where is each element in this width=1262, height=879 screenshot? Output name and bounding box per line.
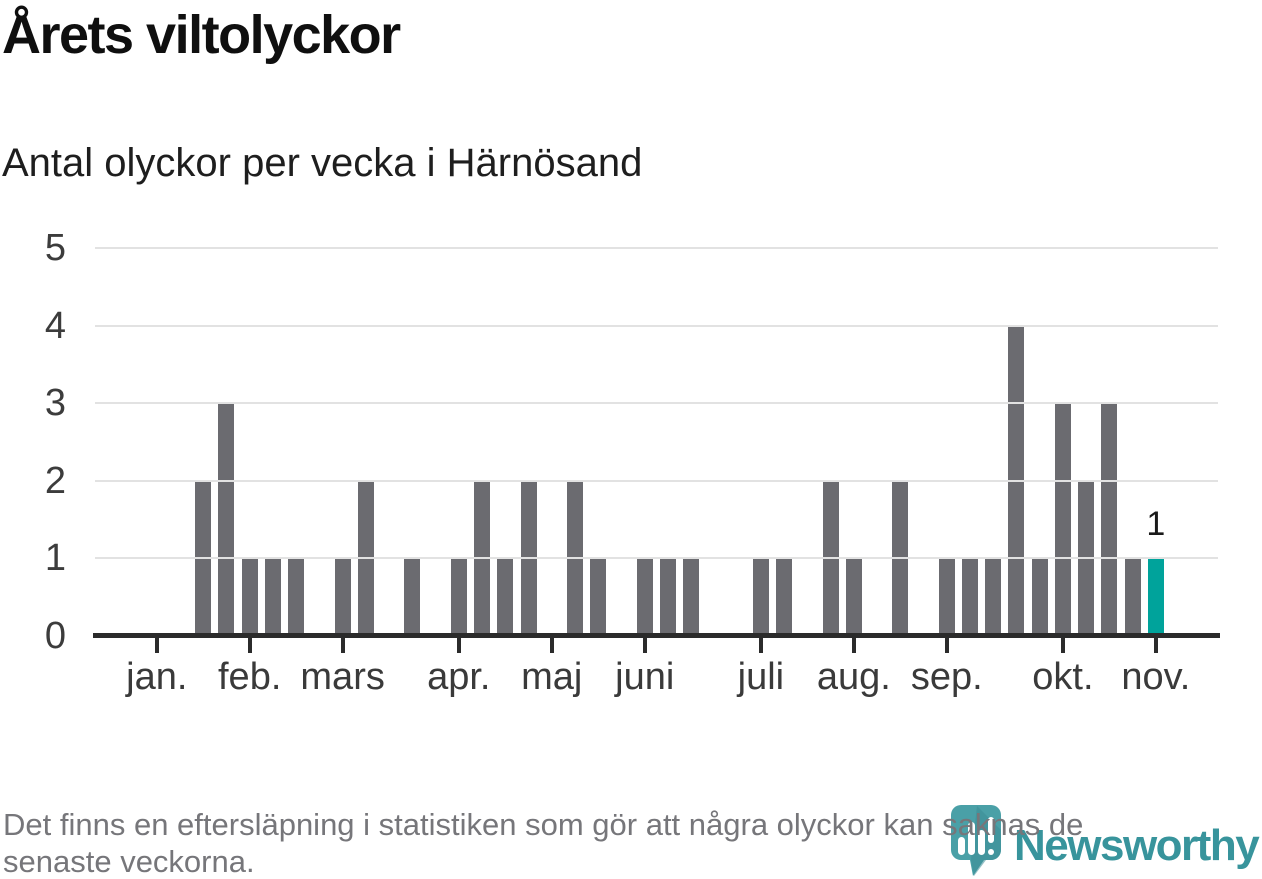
- gridline: [95, 324, 1218, 327]
- x-axis-month-label: sep.: [910, 656, 983, 698]
- x-axis-tick: [944, 636, 949, 653]
- bar: [845, 558, 862, 636]
- y-axis-label: 0: [44, 615, 66, 657]
- bar: [683, 558, 700, 636]
- x-axis-month-label: okt.: [1032, 656, 1094, 698]
- bar: [636, 558, 653, 636]
- bar: [404, 558, 421, 636]
- bar: [288, 558, 305, 636]
- gridline: [95, 247, 1218, 249]
- x-axis-tick: [340, 636, 345, 653]
- footnote: Det finns en eftersläpning i statistiken…: [3, 806, 1255, 879]
- bar: [985, 558, 1002, 636]
- x-axis-month-label: maj: [521, 656, 583, 698]
- x-axis-tick: [1153, 636, 1158, 653]
- gridline: [95, 557, 1218, 560]
- x-axis-line: [93, 633, 1220, 638]
- x-axis-month-label: apr.: [427, 656, 491, 698]
- bar: [752, 558, 769, 636]
- bar: [776, 558, 793, 636]
- x-axis-month-label: feb.: [218, 656, 282, 698]
- x-axis-tick: [642, 636, 647, 653]
- y-axis-label: 4: [44, 304, 66, 347]
- x-axis-month-label: juli: [737, 656, 785, 698]
- x-axis-tick: [154, 636, 159, 653]
- bar: [450, 558, 467, 636]
- x-axis-tick: [549, 636, 554, 653]
- x-axis-tick: [851, 636, 856, 653]
- newsworthy-logo: Newsworthy: [950, 802, 1262, 879]
- x-axis-month-label: juni: [615, 656, 675, 698]
- bar-current-week: [1147, 558, 1164, 636]
- gridline: [95, 402, 1218, 405]
- bar: [241, 558, 258, 636]
- gridline: [95, 479, 1218, 482]
- chart-title: Årets viltolyckor: [2, 5, 401, 65]
- y-axis-label: 5: [44, 227, 66, 269]
- newsworthy-pin-icon: [951, 805, 1001, 876]
- bar: [1031, 558, 1048, 636]
- x-axis-month-label: aug.: [816, 656, 891, 698]
- x-axis-tick: [247, 636, 252, 653]
- bar: [1101, 403, 1118, 636]
- y-axis-label: 1: [44, 537, 66, 580]
- bar: [1054, 403, 1071, 636]
- bar: [961, 558, 978, 636]
- bar: [334, 558, 351, 636]
- x-axis-month-label: mars: [300, 656, 385, 698]
- chart-subtitle: Antal olyckor per vecka i Härnösand: [2, 141, 643, 185]
- y-axis-label: 2: [44, 459, 66, 502]
- x-axis-tick: [1060, 636, 1065, 653]
- footnote-line-1: Det finns en eftersläpning i statistiken…: [3, 807, 1084, 842]
- x-axis-tick: [758, 636, 763, 653]
- bar: [590, 558, 607, 636]
- bar: [264, 558, 281, 636]
- x-axis-month-label: jan.: [126, 656, 188, 698]
- bar: [218, 403, 235, 636]
- y-axis-label: 3: [44, 382, 66, 425]
- bar: [1124, 558, 1141, 636]
- newsworthy-logo-text: Newsworthy: [1014, 821, 1260, 870]
- bar: [497, 558, 514, 636]
- x-axis-month-label: nov.: [1121, 656, 1191, 698]
- highlight-value-label: 1: [1146, 505, 1166, 543]
- x-axis-tick: [456, 636, 461, 653]
- bar: [659, 558, 676, 636]
- bar: [938, 558, 955, 636]
- footnote-line-2: senaste veckorna.: [3, 844, 255, 879]
